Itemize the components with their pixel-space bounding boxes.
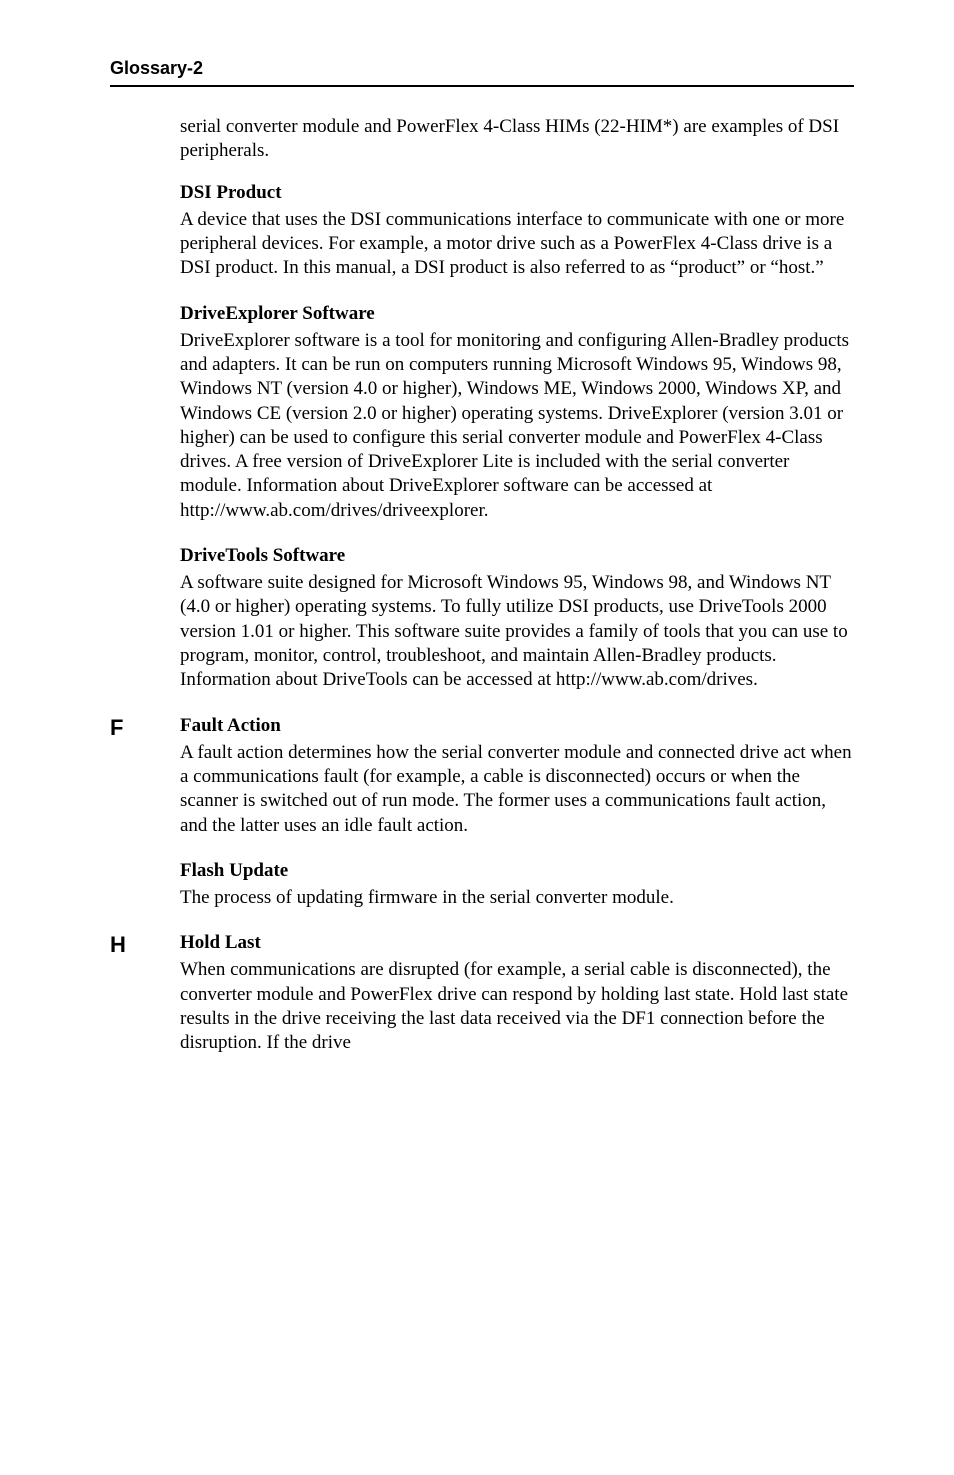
glossary-term: Fault Action xyxy=(180,715,854,737)
page: Glossary-2 serial converter module and P… xyxy=(0,0,954,1137)
section-letter: F xyxy=(110,715,123,741)
page-header: Glossary-2 xyxy=(110,58,854,87)
glossary-term: Flash Update xyxy=(180,860,854,882)
glossary-body: When communications are disrupted (for e… xyxy=(180,958,854,1055)
content-column: serial converter module and PowerFlex 4-… xyxy=(180,115,854,1055)
glossary-body: The process of updating firmware in the … xyxy=(180,886,854,910)
glossary-entry: DSI Product A device that uses the DSI c… xyxy=(180,182,854,281)
glossary-term: Hold Last xyxy=(180,932,854,954)
glossary-entry: DriveTools Software A software suite des… xyxy=(180,545,854,693)
glossary-body: A software suite designed for Microsoft … xyxy=(180,571,854,693)
glossary-entry: Flash Update The process of updating fir… xyxy=(180,860,854,910)
glossary-entry: DriveExplorer Software DriveExplorer sof… xyxy=(180,303,854,524)
glossary-term: DSI Product xyxy=(180,182,854,204)
glossary-body: A fault action determines how the serial… xyxy=(180,741,854,838)
glossary-term: DriveTools Software xyxy=(180,545,854,567)
page-header-title: Glossary-2 xyxy=(110,58,203,79)
section-letter: H xyxy=(110,932,126,958)
glossary-body: DriveExplorer software is a tool for mon… xyxy=(180,329,854,524)
glossary-body: A device that uses the DSI communication… xyxy=(180,208,854,281)
glossary-term: DriveExplorer Software xyxy=(180,303,854,325)
glossary-entry: F Fault Action A fault action determines… xyxy=(180,715,854,838)
intro-paragraph: serial converter module and PowerFlex 4-… xyxy=(180,115,854,164)
glossary-entry: H Hold Last When communications are disr… xyxy=(180,932,854,1055)
